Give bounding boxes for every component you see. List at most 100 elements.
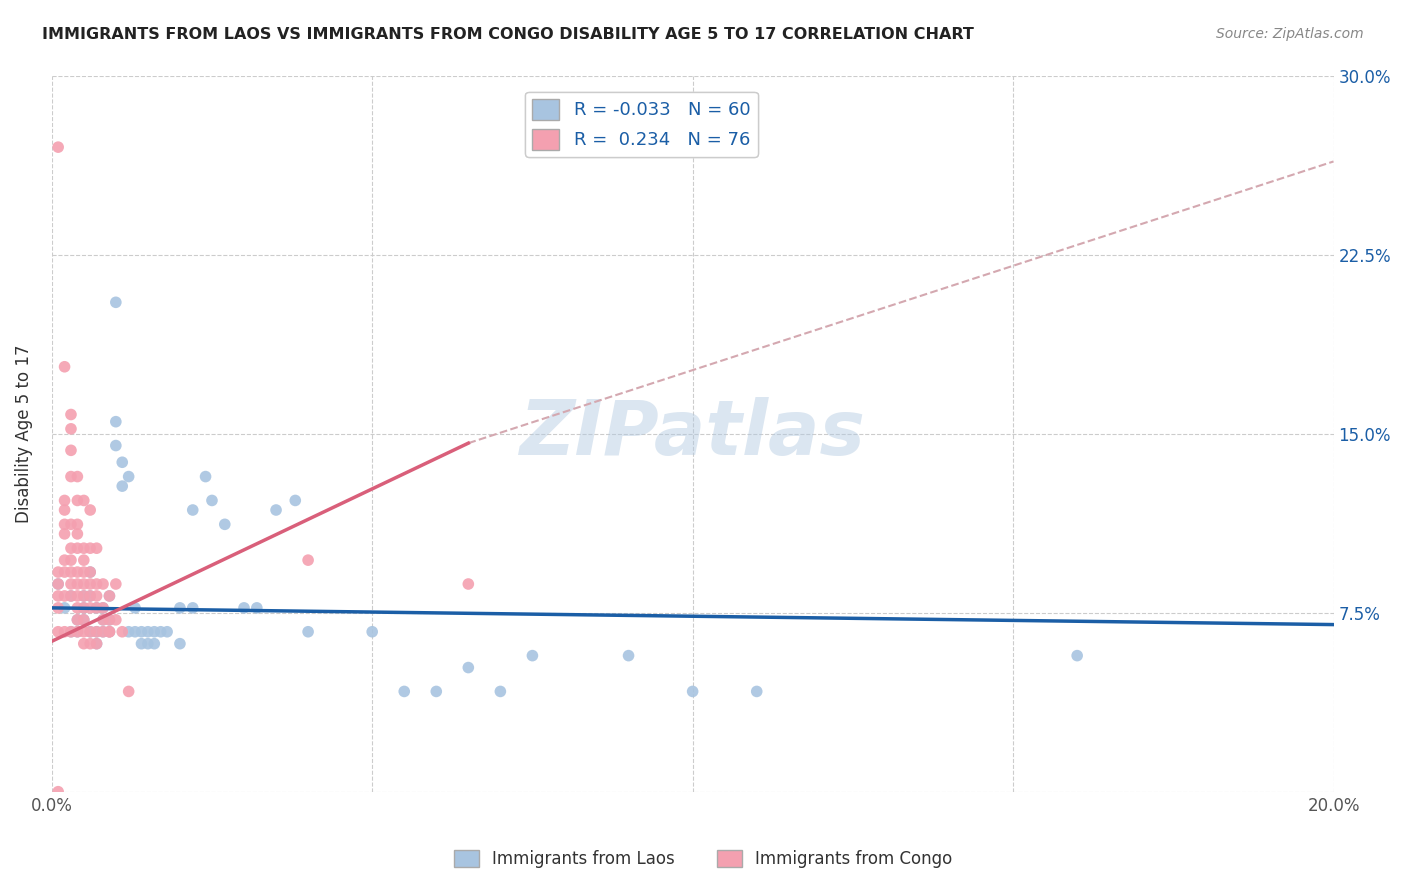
Point (66, 624, 89, 639)
Point (53, 589, 76, 603)
Point (104, 415, 127, 429)
Point (201, 493, 224, 508)
Point (131, 624, 153, 639)
Point (73, 600, 96, 615)
Point (149, 624, 172, 639)
Point (79, 624, 101, 639)
Point (46, 140, 69, 154)
Point (66, 624, 89, 639)
Point (104, 577, 127, 591)
Point (79, 577, 101, 591)
Point (46, 565, 69, 579)
Point (136, 624, 159, 639)
Point (79, 624, 101, 639)
Point (124, 600, 146, 615)
Point (59, 443, 82, 458)
Point (91, 600, 114, 615)
Point (86, 541, 108, 556)
Point (66, 469, 89, 483)
Point (91, 624, 114, 639)
Point (194, 469, 217, 483)
Point (246, 600, 269, 615)
Point (73, 624, 96, 639)
Point (124, 624, 146, 639)
Text: ZIPatlas: ZIPatlas (520, 397, 866, 471)
Point (98, 624, 121, 639)
Point (682, 684, 704, 698)
Point (66, 517, 89, 532)
Point (522, 648, 544, 663)
Point (86, 637, 108, 651)
Point (214, 517, 236, 532)
Point (361, 624, 384, 639)
Point (169, 600, 191, 615)
Point (86, 589, 108, 603)
Point (66, 577, 89, 591)
Point (98, 624, 121, 639)
Point (66, 589, 89, 603)
Point (73, 565, 96, 579)
Point (66, 527, 89, 541)
Point (59, 577, 82, 591)
Point (91, 600, 114, 615)
Point (73, 613, 96, 627)
Point (143, 637, 166, 651)
Point (91, 577, 114, 591)
Point (73, 541, 96, 556)
Point (86, 637, 108, 651)
Point (66, 613, 89, 627)
Point (46, 785, 69, 799)
Point (59, 589, 82, 603)
Text: Source: ZipAtlas.com: Source: ZipAtlas.com (1216, 27, 1364, 41)
Point (73, 637, 96, 651)
Point (79, 589, 101, 603)
Point (136, 637, 159, 651)
Point (86, 624, 108, 639)
Point (297, 553, 319, 567)
Point (53, 503, 76, 517)
Point (143, 624, 166, 639)
Point (425, 684, 447, 698)
Point (118, 624, 141, 639)
Point (98, 589, 121, 603)
Point (53, 624, 76, 639)
Point (86, 624, 108, 639)
Point (91, 613, 114, 627)
Point (118, 684, 141, 698)
Point (46, 589, 69, 603)
Point (79, 637, 101, 651)
Point (86, 600, 108, 615)
Point (156, 624, 179, 639)
Point (53, 553, 76, 567)
Point (73, 577, 96, 591)
Point (66, 600, 89, 615)
Point (86, 600, 108, 615)
Point (73, 553, 96, 567)
Point (98, 624, 121, 639)
Legend: R = -0.033   N = 60, R =  0.234   N = 76: R = -0.033 N = 60, R = 0.234 N = 76 (524, 92, 758, 157)
Point (53, 600, 76, 615)
Point (489, 684, 512, 698)
Point (79, 600, 101, 615)
Point (46, 577, 69, 591)
Point (53, 493, 76, 508)
Point (169, 637, 191, 651)
Point (104, 613, 127, 627)
Point (66, 493, 89, 508)
Legend: Immigrants from Laos, Immigrants from Congo: Immigrants from Laos, Immigrants from Co… (447, 843, 959, 875)
Point (53, 565, 76, 579)
Point (59, 541, 82, 556)
Point (98, 589, 121, 603)
Point (53, 527, 76, 541)
Y-axis label: Disability Age 5 to 17: Disability Age 5 to 17 (15, 344, 32, 523)
Point (79, 541, 101, 556)
Point (111, 455, 134, 469)
Point (745, 684, 768, 698)
Point (73, 589, 96, 603)
Point (79, 565, 101, 579)
Point (46, 577, 69, 591)
Point (233, 600, 256, 615)
Text: IMMIGRANTS FROM LAOS VS IMMIGRANTS FROM CONGO DISABILITY AGE 5 TO 17 CORRELATION: IMMIGRANTS FROM LAOS VS IMMIGRANTS FROM … (42, 27, 974, 42)
Point (284, 493, 307, 508)
Point (91, 624, 114, 639)
